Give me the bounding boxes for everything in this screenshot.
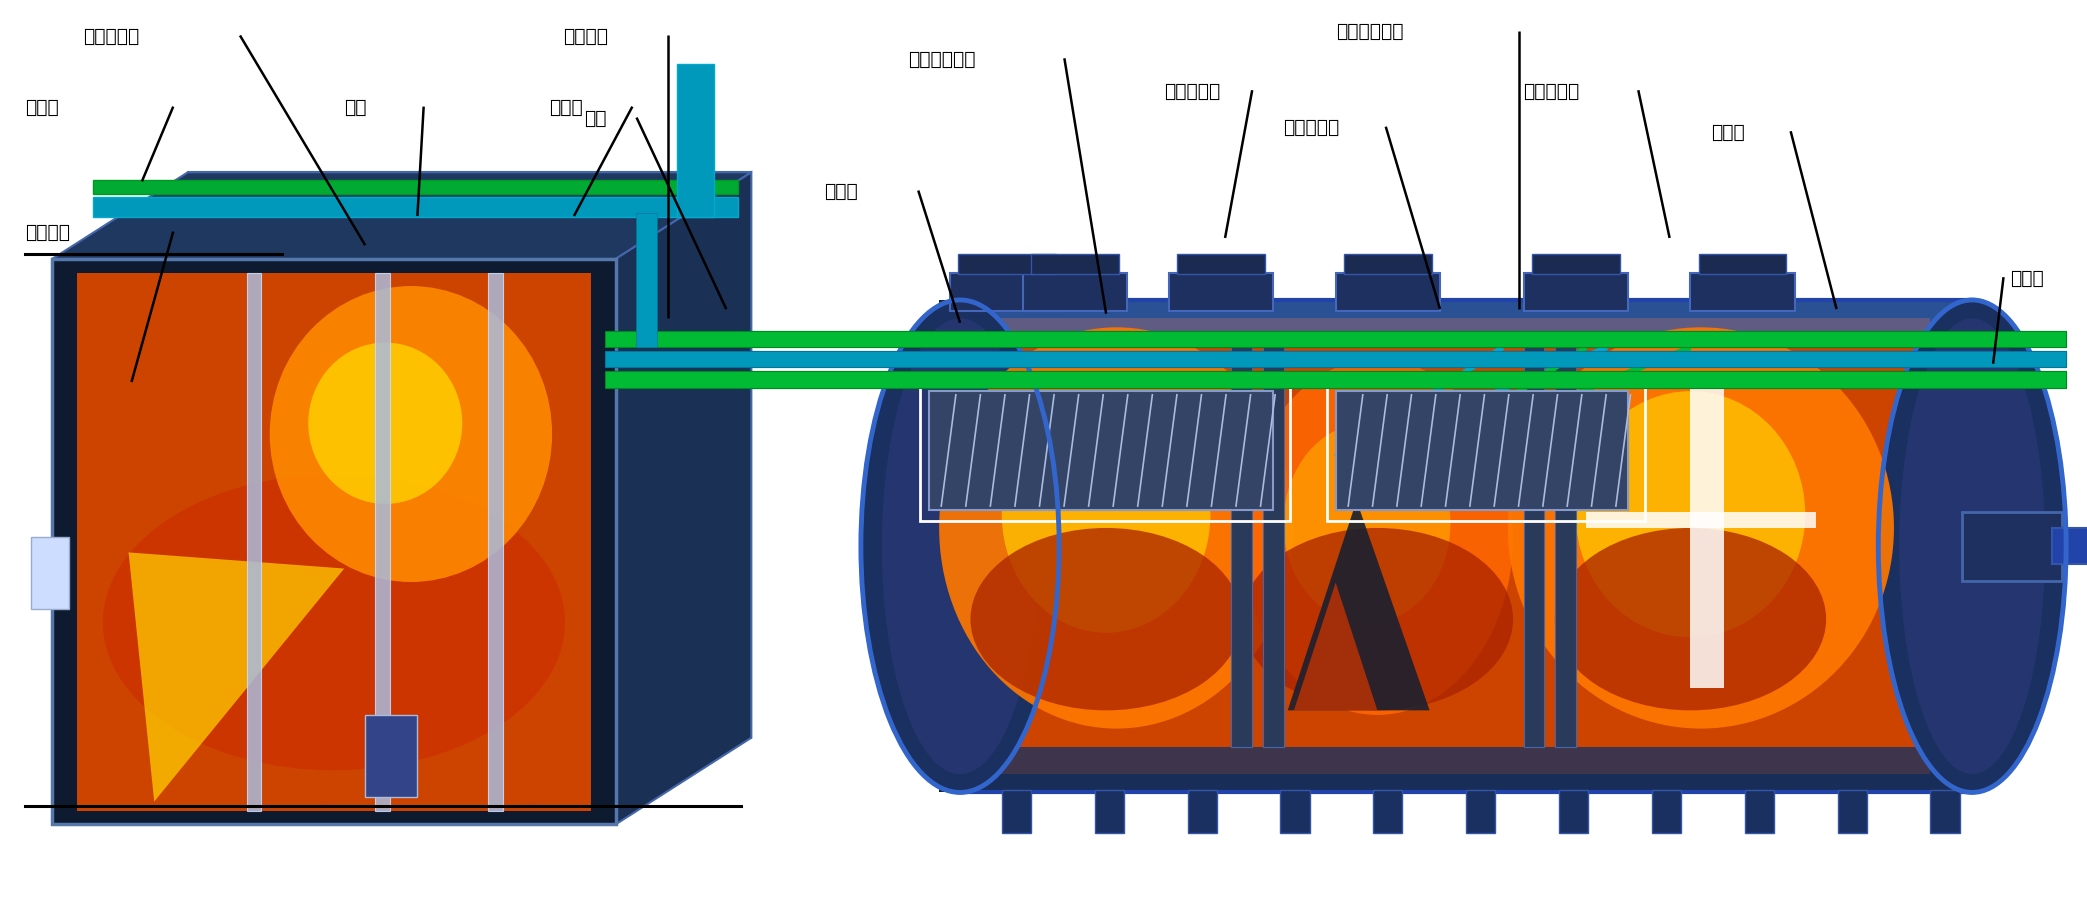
Text: 挡板: 挡板 bbox=[344, 98, 367, 117]
Bar bbox=[1344, 255, 1432, 275]
Bar bbox=[365, 715, 417, 797]
Text: 人孔: 人孔 bbox=[584, 109, 607, 128]
Text: 风机送风管: 风机送风管 bbox=[1284, 118, 1340, 137]
Bar bbox=[1586, 512, 1816, 528]
Ellipse shape bbox=[1555, 528, 1826, 711]
Bar bbox=[1373, 790, 1402, 834]
Bar bbox=[1690, 273, 1795, 312]
Bar bbox=[741, 372, 2066, 388]
Bar bbox=[77, 273, 591, 811]
Bar bbox=[741, 332, 2066, 348]
Bar bbox=[981, 319, 1930, 774]
Bar bbox=[1002, 790, 1031, 834]
Polygon shape bbox=[1294, 583, 1377, 711]
Bar bbox=[1839, 790, 1868, 834]
Text: 沉淤池: 沉淤池 bbox=[824, 182, 858, 200]
Bar bbox=[1094, 790, 1125, 834]
Ellipse shape bbox=[939, 328, 1294, 729]
Bar bbox=[929, 392, 1273, 510]
Bar bbox=[2052, 528, 2087, 565]
Bar bbox=[1699, 255, 1786, 275]
Bar bbox=[488, 273, 503, 811]
Bar bbox=[1031, 255, 1119, 275]
Bar bbox=[92, 198, 739, 218]
Ellipse shape bbox=[1507, 328, 1895, 729]
Bar bbox=[1962, 512, 2062, 581]
Bar bbox=[1336, 392, 1628, 510]
Bar bbox=[1169, 273, 1273, 312]
Ellipse shape bbox=[1576, 392, 1805, 638]
Text: 潜水泵: 潜水泵 bbox=[549, 98, 582, 117]
Bar bbox=[376, 273, 390, 811]
Text: 出水口: 出水口 bbox=[2010, 269, 2043, 287]
Bar bbox=[31, 537, 69, 609]
Ellipse shape bbox=[102, 475, 566, 771]
Ellipse shape bbox=[881, 319, 1039, 774]
Bar bbox=[741, 352, 2066, 368]
Bar bbox=[920, 384, 1290, 521]
Bar bbox=[1023, 273, 1127, 312]
Bar bbox=[1532, 255, 1620, 275]
Ellipse shape bbox=[1878, 301, 2066, 793]
Bar bbox=[676, 65, 714, 218]
Bar bbox=[605, 332, 2066, 348]
Text: 反冲水回流管: 反冲水回流管 bbox=[908, 50, 975, 68]
Text: 溢水口: 溢水口 bbox=[25, 98, 58, 117]
Polygon shape bbox=[52, 173, 751, 260]
Bar bbox=[960, 301, 1972, 342]
Bar bbox=[1336, 273, 1440, 312]
Bar bbox=[1177, 255, 1265, 275]
Ellipse shape bbox=[860, 301, 1058, 793]
Ellipse shape bbox=[1002, 396, 1210, 633]
Bar bbox=[1555, 346, 1576, 747]
Bar bbox=[52, 260, 616, 824]
Text: 清水池: 清水池 bbox=[1711, 123, 1745, 141]
Polygon shape bbox=[129, 553, 344, 802]
Bar bbox=[605, 372, 2066, 388]
Polygon shape bbox=[1288, 501, 1430, 711]
Ellipse shape bbox=[1284, 424, 1450, 624]
Ellipse shape bbox=[309, 343, 463, 505]
Bar bbox=[1524, 273, 1628, 312]
Text: 澄清化泥池: 澄清化泥池 bbox=[83, 27, 140, 46]
Bar bbox=[950, 273, 1064, 312]
Bar bbox=[52, 260, 616, 824]
Bar bbox=[1231, 346, 1252, 747]
Bar bbox=[1188, 790, 1217, 834]
Bar bbox=[246, 273, 261, 811]
Ellipse shape bbox=[1242, 528, 1513, 711]
Bar bbox=[1327, 384, 1645, 521]
Text: 污水进口: 污水进口 bbox=[25, 223, 71, 241]
Bar bbox=[1653, 790, 1682, 834]
Bar bbox=[605, 352, 2066, 368]
Text: 加药消毒装置: 加药消毒装置 bbox=[1336, 23, 1402, 41]
Bar bbox=[1263, 346, 1284, 747]
Bar bbox=[958, 255, 1056, 275]
Bar bbox=[939, 301, 1972, 793]
Bar bbox=[1690, 387, 1724, 688]
Text: 接触氧化池: 接触氧化池 bbox=[1165, 82, 1221, 100]
Bar bbox=[960, 747, 1972, 793]
Bar bbox=[1524, 346, 1544, 747]
Polygon shape bbox=[188, 173, 751, 738]
Bar bbox=[637, 214, 657, 348]
Polygon shape bbox=[616, 173, 751, 824]
Text: 送污水管: 送污水管 bbox=[563, 27, 609, 46]
Bar bbox=[1930, 790, 1960, 834]
Ellipse shape bbox=[1899, 319, 2045, 774]
Ellipse shape bbox=[970, 528, 1242, 711]
Bar bbox=[1279, 790, 1311, 834]
Bar bbox=[1559, 790, 1588, 834]
Ellipse shape bbox=[269, 287, 553, 582]
Bar bbox=[1745, 790, 1774, 834]
Bar bbox=[1465, 790, 1494, 834]
Bar bbox=[92, 180, 739, 195]
Text: 深度净化池: 深度净化池 bbox=[1524, 82, 1580, 100]
Ellipse shape bbox=[1242, 360, 1513, 715]
